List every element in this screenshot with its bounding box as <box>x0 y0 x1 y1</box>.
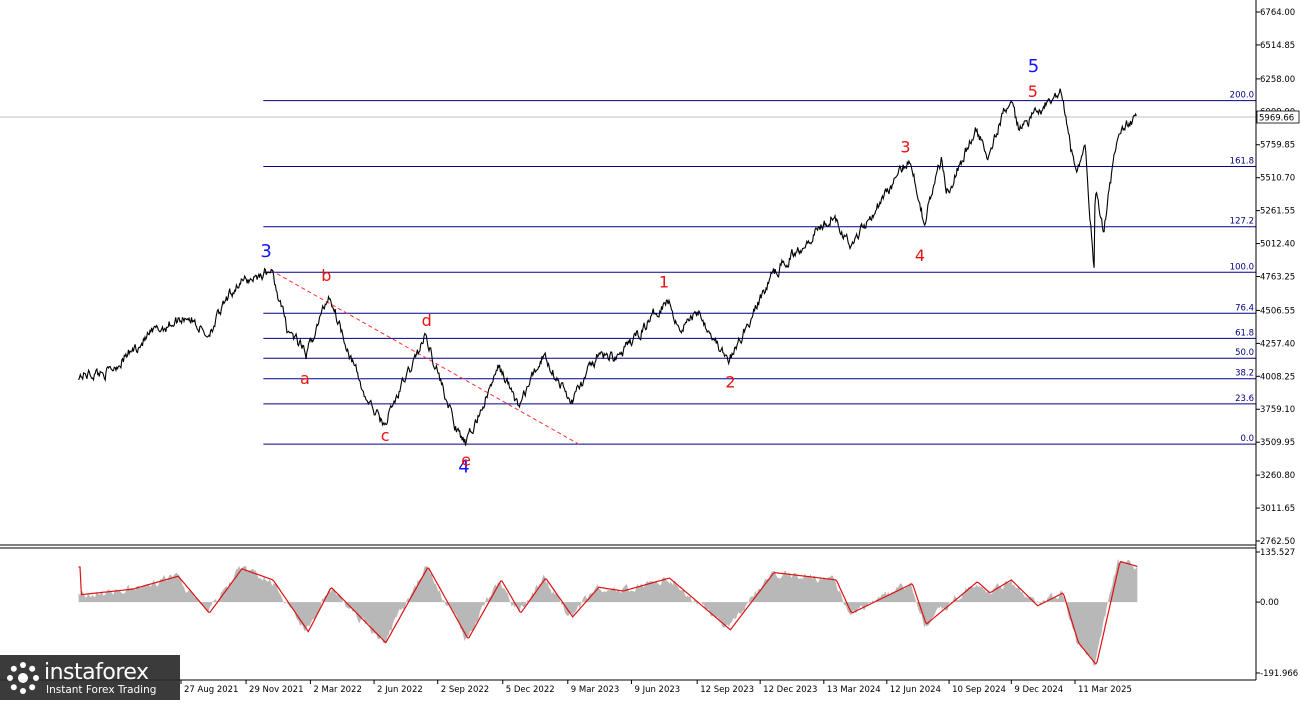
wave-label-blue: 3 <box>260 241 271 262</box>
oscillator-signal-line <box>78 560 1138 666</box>
price-tick-label: 4008.25 <box>1260 372 1295 382</box>
fib-level-label: 50.0 <box>1235 348 1254 358</box>
price-tick-label: 3260.80 <box>1260 471 1295 481</box>
wave-label-red: 4 <box>915 246 925 265</box>
wave-label-red: 3 <box>900 138 910 157</box>
price-tick-label: 3509.95 <box>1260 438 1295 448</box>
time-tick-label: 5 Dec 2022 <box>506 685 555 695</box>
time-tick-label: 27 Aug 2021 <box>184 685 238 695</box>
price-tick-label: 5759.85 <box>1260 141 1295 151</box>
time-tick-label: 10 Sep 2024 <box>952 685 1006 695</box>
price-tick-label: 4763.25 <box>1260 273 1295 283</box>
wave-label-red: 2 <box>725 372 735 391</box>
price-tick-label: 6764.00 <box>1260 8 1295 18</box>
fib-level-label: 200.0 <box>1230 91 1254 101</box>
fib-level-label: 127.2 <box>1230 217 1254 227</box>
price-tick-label: 5261.55 <box>1260 207 1295 217</box>
price-tick-label: 6514.85 <box>1260 41 1295 51</box>
oscillator-panel <box>78 558 1138 667</box>
current-price-label: 5969.66 <box>1259 114 1294 124</box>
price-series-line <box>78 88 1137 446</box>
fib-level-label: 161.8 <box>1230 157 1254 167</box>
wave-label-red: 5 <box>1028 82 1038 101</box>
time-tick-label: 9 Dec 2024 <box>1014 685 1063 695</box>
price-tick-label: 2762.50 <box>1260 537 1295 547</box>
trend-line <box>270 269 580 445</box>
time-tick-label: 2 Jun 2022 <box>377 685 423 695</box>
time-tick-label: 13 Mar 2024 <box>827 685 881 695</box>
osc-tick-label: 0.00 <box>1260 598 1279 608</box>
wave-label-red: 1 <box>659 273 669 292</box>
osc-tick-label: 135.527 <box>1260 548 1295 558</box>
wave-label-red: a <box>300 369 310 388</box>
fib-level-label: 0.0 <box>1240 434 1254 444</box>
fib-level-label: 38.2 <box>1235 369 1254 379</box>
time-tick-label: 12 Dec 2023 <box>763 685 817 695</box>
wave-label-blue: 5 <box>1028 56 1039 77</box>
time-tick-label: 12 Jun 2024 <box>890 685 941 695</box>
fib-level-label: 76.4 <box>1235 303 1254 313</box>
wave-label-red: d <box>422 311 432 330</box>
price-tick-label: 6258.00 <box>1260 75 1295 85</box>
wave-label-red: b <box>321 266 331 285</box>
watermark-name: instaforex <box>44 660 149 685</box>
time-tick-label: 11 Mar 2025 <box>1078 685 1132 695</box>
time-tick-label: 9 Mar 2023 <box>571 685 619 695</box>
time-tick-label: 2 Mar 2022 <box>313 685 361 695</box>
current-price-box <box>1256 110 1300 124</box>
wave-label-blue: 4 <box>458 457 469 478</box>
osc-tick-label: -191.966 <box>1260 669 1298 679</box>
price-tick-label: 5012.40 <box>1260 240 1295 250</box>
time-tick-label: 29 Nov 2021 <box>249 685 303 695</box>
time-tick-label: 9 Jun 2023 <box>634 685 680 695</box>
main-panel: 200.0161.8127.2100.076.461.850.038.223.6… <box>0 56 1256 478</box>
instaforex-logo-icon <box>7 662 39 694</box>
watermark: instaforex Instant Forex Trading <box>0 655 180 700</box>
oscillator-histogram <box>78 558 1138 667</box>
fib-level-label: 61.8 <box>1235 328 1254 338</box>
price-tick-label: 3759.10 <box>1260 405 1295 415</box>
wave-label-red: e <box>461 450 471 469</box>
watermark-tagline: Instant Forex Trading <box>46 684 157 696</box>
fib-level-label: 23.6 <box>1235 394 1254 404</box>
price-tick-label: 4257.40 <box>1260 339 1295 349</box>
time-tick-label: 12 Sep 2023 <box>700 685 754 695</box>
wave-label-red: c <box>381 426 390 445</box>
price-tick-label: 4506.55 <box>1260 306 1295 316</box>
price-tick-label: 5510.70 <box>1260 174 1295 184</box>
price-tick-label: 3011.65 <box>1260 504 1295 514</box>
fib-level-label: 100.0 <box>1230 262 1254 272</box>
time-tick-label: 2 Sep 2022 <box>441 685 489 695</box>
